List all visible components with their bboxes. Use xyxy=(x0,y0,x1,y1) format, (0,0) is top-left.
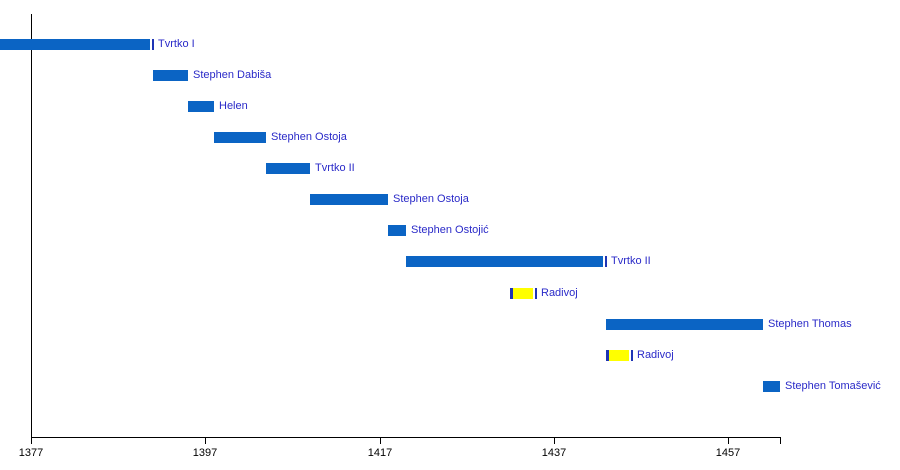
timeline-bar-4 xyxy=(214,132,266,143)
ruler-label[interactable]: Stephen Ostojić xyxy=(411,224,489,236)
x-tick-1377 xyxy=(31,438,32,444)
x-tick-label-1417: 1417 xyxy=(367,447,393,459)
x-tick-label-1437: 1437 xyxy=(541,447,567,459)
x-tick-1457 xyxy=(728,438,729,444)
timeline-bar-3 xyxy=(188,101,214,112)
bar-start-cap xyxy=(606,350,609,361)
x-axis-end-tick xyxy=(780,438,781,444)
timeline-bar-8 xyxy=(406,256,603,267)
bar-end-marker xyxy=(631,350,633,361)
ruler-label[interactable]: Stephen Tomašević xyxy=(785,380,881,392)
ruler-label[interactable]: Radivoj xyxy=(637,349,674,361)
timeline-bar-1 xyxy=(0,39,150,50)
ruler-label[interactable]: Radivoj xyxy=(541,287,578,299)
y-axis-line xyxy=(31,14,32,438)
timeline-bar-10 xyxy=(606,319,763,330)
x-axis-line xyxy=(31,437,781,438)
x-tick-label-1457: 1457 xyxy=(715,447,741,459)
timeline-bar-9 xyxy=(513,288,533,299)
bar-end-marker xyxy=(152,39,154,50)
x-tick-label-1397: 1397 xyxy=(192,447,218,459)
bar-end-marker xyxy=(605,256,607,267)
bar-end-marker xyxy=(535,288,537,299)
ruler-label[interactable]: Stephen Thomas xyxy=(768,318,852,330)
timeline-bar-11 xyxy=(609,350,629,361)
ruler-label[interactable]: Tvrtko II xyxy=(315,162,355,174)
timeline-bar-2 xyxy=(153,70,188,81)
timeline-bar-12 xyxy=(763,381,780,392)
timeline-bar-5 xyxy=(266,163,310,174)
bar-start-cap xyxy=(510,288,513,299)
timeline-bar-6 xyxy=(310,194,388,205)
x-tick-label-1377: 1377 xyxy=(18,447,44,459)
ruler-label[interactable]: Stephen Dabiša xyxy=(193,69,272,81)
ruler-label[interactable]: Tvrtko II xyxy=(611,255,651,267)
x-tick-1417 xyxy=(380,438,381,444)
timeline-bar-7 xyxy=(388,225,406,236)
ruler-label[interactable]: Tvrtko I xyxy=(158,38,195,50)
ruler-label[interactable]: Helen xyxy=(219,100,248,112)
ruler-label[interactable]: Stephen Ostoja xyxy=(271,131,347,143)
x-tick-1437 xyxy=(554,438,555,444)
x-tick-1397 xyxy=(205,438,206,444)
ruler-label[interactable]: Stephen Ostoja xyxy=(393,193,469,205)
